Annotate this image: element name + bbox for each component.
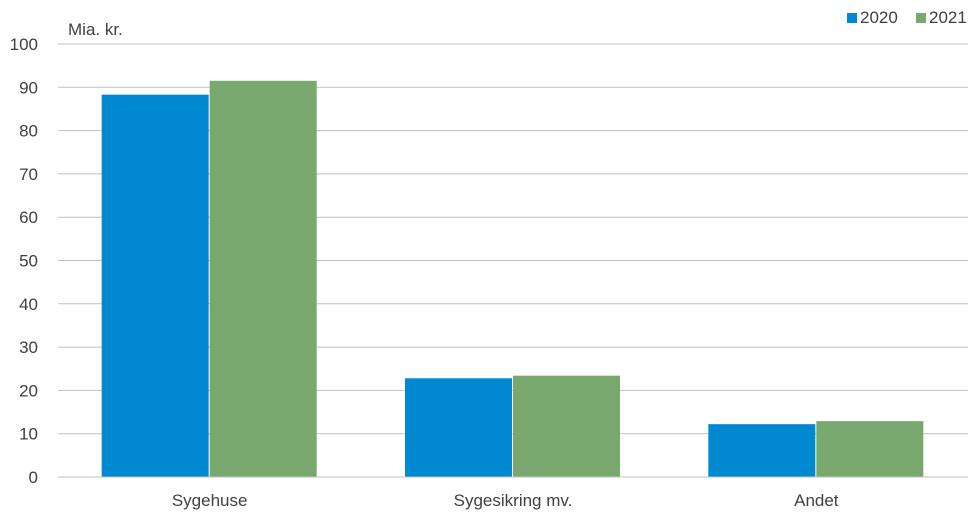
y-tick-label: 90	[19, 78, 38, 97]
legend-swatch-2020	[847, 13, 857, 23]
bar-2021	[816, 421, 924, 477]
bars	[101, 80, 924, 478]
y-tick-label: 20	[19, 381, 38, 400]
y-tick-label: 40	[19, 295, 38, 314]
x-axis-ticks: Sygehuse Sygesikring mv. Andet	[172, 491, 839, 510]
y-tick-label: 60	[19, 208, 38, 227]
legend-label: 2020	[860, 8, 898, 27]
x-tick-label: Sygesikring mv.	[454, 491, 573, 510]
y-tick-label: 10	[19, 425, 38, 444]
legend: 2020 2021	[847, 8, 967, 27]
legend-label: 2021	[929, 8, 967, 27]
bar-2020	[708, 424, 816, 477]
y-tick-label: 70	[19, 165, 38, 184]
bar-2020	[101, 94, 209, 477]
y-tick-label: 30	[19, 338, 38, 357]
legend-swatch-2021	[916, 13, 926, 23]
y-tick-label: 50	[19, 252, 38, 271]
x-tick-label: Andet	[794, 491, 839, 510]
y-axis-label: Mia. kr.	[68, 20, 123, 39]
y-tick-label: 80	[19, 122, 38, 141]
y-tick-label: 0	[29, 468, 38, 487]
bar-2020	[405, 378, 512, 477]
x-tick-label: Sygehuse	[172, 491, 248, 510]
bar-2021	[513, 375, 620, 477]
y-tick-label: 100	[10, 35, 38, 54]
y-axis-ticks: 0 10 20 30 40 50 60 70 80 90 100	[10, 35, 38, 487]
bar-2021	[209, 80, 317, 478]
